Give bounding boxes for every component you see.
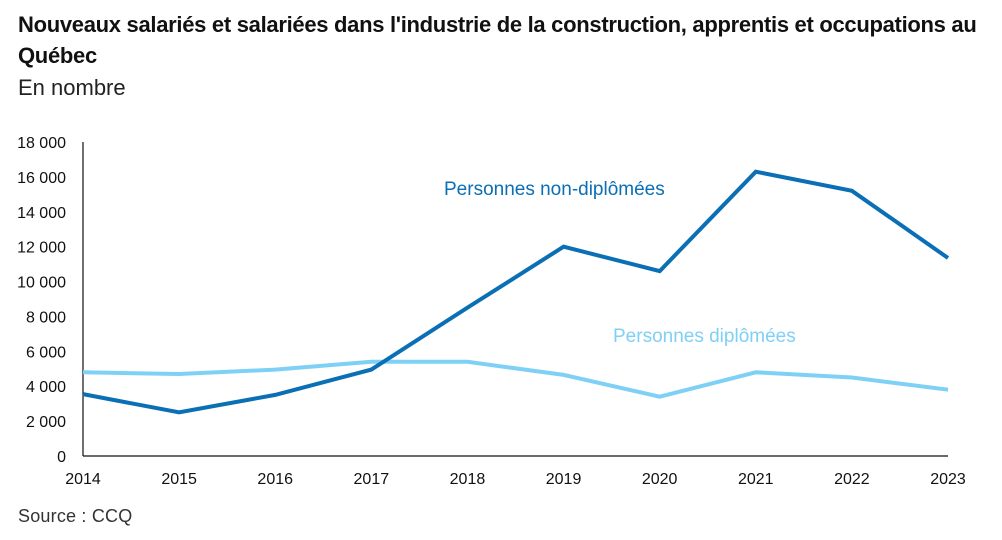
series-label-diplomees: Personnes diplômées — [613, 326, 796, 347]
series-line-non-diplomees — [82, 169, 950, 415]
x-tick-label: 2023 — [930, 471, 966, 488]
x-tick-label: 2021 — [738, 471, 774, 488]
y-tick-label: 6 000 — [26, 344, 66, 361]
y-tick-label: 18 000 — [17, 135, 66, 152]
series-label-non-diplomees: Personnes non-diplômées — [444, 179, 665, 200]
x-tick-label: 2014 — [65, 471, 101, 488]
y-tick-label: 2 000 — [26, 414, 66, 431]
x-tick-label: 2015 — [161, 471, 197, 488]
y-tick-label: 8 000 — [26, 309, 66, 326]
y-axis-tick-labels: 0 2 000 4 000 6 000 8 000 10 000 12 000 14 000 1… — [17, 135, 66, 466]
series-line-diplomees — [82, 359, 949, 399]
chart-title: Nouveaux salariés et salariées dans l'in… — [18, 12, 977, 68]
series-lines — [82, 169, 950, 415]
x-tick-label: 2016 — [257, 471, 293, 488]
x-tick-label: 2020 — [642, 471, 678, 488]
x-tick-label: 2017 — [354, 471, 390, 488]
chart-subtitle: En nombre — [18, 75, 126, 100]
x-tick-label: 2019 — [546, 471, 582, 488]
y-tick-label: 14 000 — [17, 205, 66, 222]
x-tick-label: 2022 — [834, 471, 870, 488]
y-tick-label: 16 000 — [17, 170, 66, 187]
y-tick-label: 0 — [57, 449, 66, 466]
y-tick-label: 10 000 — [17, 275, 66, 292]
y-tick-label: 12 000 — [17, 240, 66, 257]
y-tick-label: 4 000 — [26, 379, 66, 396]
x-axis-tick-labels: 2014 2015 2016 2017 2018 2019 2020 2021 2022 2023 — [65, 471, 966, 488]
source-note: Source : CCQ — [18, 506, 133, 526]
x-tick-label: 2018 — [450, 471, 486, 488]
